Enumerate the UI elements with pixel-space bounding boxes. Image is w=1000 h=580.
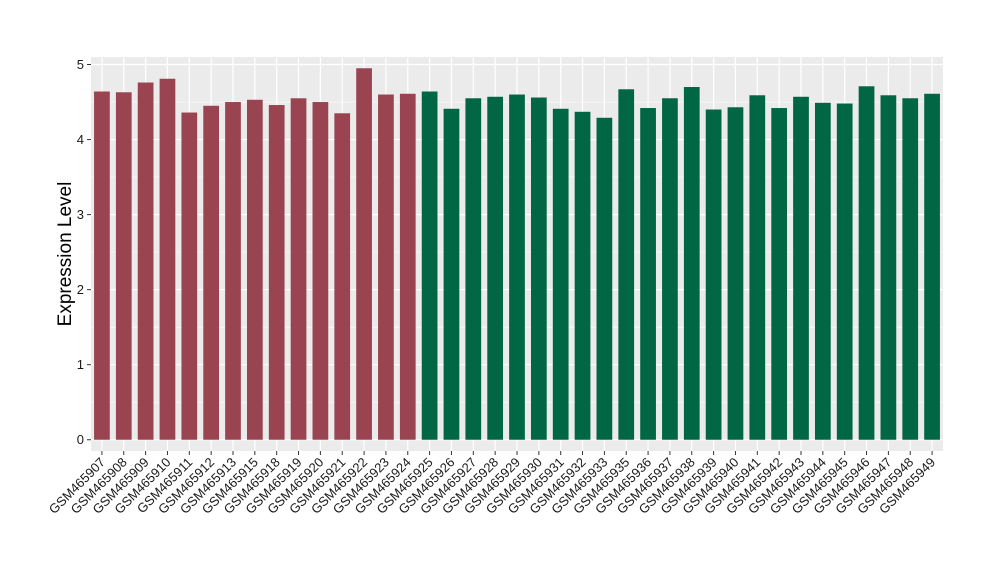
bar-GSM465940 [727, 107, 744, 440]
y-tick-label: 1 [77, 357, 84, 372]
y-tick-label: 4 [77, 132, 84, 147]
bar-GSM465931 [552, 108, 569, 440]
bar-GSM465943 [793, 96, 809, 440]
bars [94, 68, 940, 440]
bar-GSM465907 [94, 91, 110, 440]
bar-GSM465933 [596, 117, 613, 440]
bar-GSM465925 [421, 91, 438, 440]
y-tick-label: 2 [77, 282, 84, 297]
bar-GSM465930 [530, 97, 547, 440]
bar-GSM465926 [443, 108, 460, 440]
bar-GSM465941 [749, 95, 766, 440]
bar-GSM465949 [924, 93, 940, 440]
bar-GSM465913 [225, 102, 241, 440]
y-tick-label: 5 [77, 57, 84, 72]
bar-GSM465920 [312, 102, 329, 440]
bar-GSM465927 [465, 98, 482, 440]
bar-GSM465935 [618, 89, 635, 440]
bar-GSM465946 [858, 86, 875, 440]
bar-GSM465915 [246, 99, 263, 440]
y-tick-label: 0 [77, 432, 84, 447]
bar-GSM465908 [115, 92, 132, 440]
bar-GSM465936 [640, 108, 656, 440]
bar-GSM465912 [203, 105, 220, 440]
y-tick-label: 3 [77, 207, 84, 222]
bar-GSM465947 [880, 95, 897, 440]
bar-GSM465911 [181, 112, 198, 440]
bar-GSM465937 [662, 98, 678, 440]
bar-GSM465929 [509, 94, 525, 440]
bar-GSM465939 [705, 109, 722, 440]
bar-GSM465928 [487, 96, 504, 440]
bar-GSM465919 [290, 98, 307, 440]
bar-GSM465909 [137, 82, 154, 440]
y-axis-title: Expression Level [55, 182, 76, 327]
bar-GSM465942 [771, 108, 788, 440]
x-axis-ticks: GSM465907GSM465908GSM465909GSM465910GSM4… [46, 451, 938, 517]
bar-GSM465944 [814, 102, 831, 440]
bar-GSM465910 [159, 78, 176, 440]
bar-GSM465924 [399, 93, 416, 440]
bar-GSM465938 [683, 87, 700, 440]
bar-GSM465918 [268, 105, 285, 440]
bar-GSM465945 [836, 103, 853, 440]
bar-GSM465923 [378, 94, 394, 440]
bar-GSM465932 [574, 111, 591, 440]
bar-GSM465921 [334, 113, 351, 440]
bar-GSM465922 [356, 68, 372, 440]
y-axis-ticks: 0 1 2 3 4 5 [77, 57, 91, 447]
bar-GSM465948 [902, 98, 919, 440]
